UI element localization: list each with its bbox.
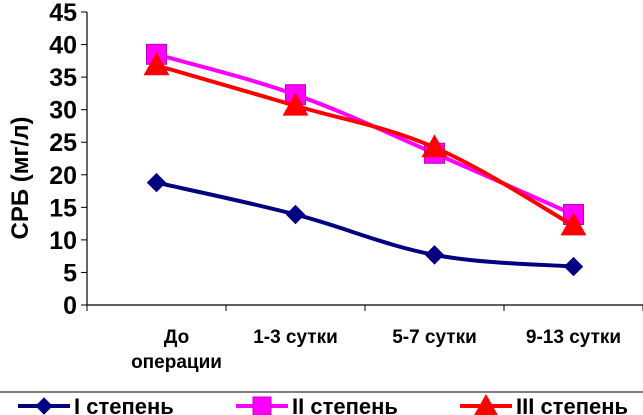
y-tick-label: 25 bbox=[49, 129, 77, 157]
y-tick-label: 40 bbox=[49, 32, 77, 60]
data-point-marker bbox=[560, 212, 587, 236]
data-point-marker bbox=[285, 204, 306, 225]
series-line bbox=[156, 180, 574, 269]
y-tick-label: 20 bbox=[49, 162, 77, 190]
y-tick-label: 10 bbox=[49, 227, 77, 255]
series-1 bbox=[146, 172, 584, 277]
data-point-marker bbox=[282, 92, 309, 116]
series-line bbox=[155, 63, 575, 228]
data-point-marker bbox=[143, 52, 170, 76]
legend: I степень II степень III степень bbox=[18, 393, 628, 415]
y-tick-label: 35 bbox=[49, 64, 77, 92]
legend-item: III степень bbox=[460, 393, 628, 415]
legend-label: III степень bbox=[516, 394, 628, 415]
series-3 bbox=[143, 52, 587, 236]
data-point-marker bbox=[563, 256, 584, 277]
series-line bbox=[155, 52, 575, 217]
series-2 bbox=[146, 43, 584, 225]
legend-label: I степень bbox=[74, 394, 174, 415]
data-point-marker bbox=[421, 134, 448, 158]
x-tick-label: 9-13 сутки bbox=[526, 327, 621, 348]
data-point-marker bbox=[424, 245, 445, 265]
y-tick-label: 30 bbox=[49, 97, 77, 125]
x-axis: До операции 1-3 сутки 5-7 сутки 9-13 сутки bbox=[86, 304, 643, 373]
legend-item: I степень bbox=[18, 394, 174, 415]
y-axis-label: СРБ (мг/л) bbox=[7, 117, 34, 240]
y-tick-label: 45 bbox=[49, 0, 77, 27]
data-point-marker bbox=[146, 172, 167, 193]
x-tick-label: 5-7 сутки bbox=[392, 327, 477, 348]
y-tick-label: 15 bbox=[49, 194, 77, 222]
legend-marker bbox=[252, 396, 272, 415]
legend-marker bbox=[35, 397, 53, 415]
y-tick-label: 5 bbox=[63, 259, 77, 287]
legend-item: II степень bbox=[236, 394, 398, 415]
plot-series bbox=[143, 43, 587, 277]
x-tick-label: 1-3 сутки bbox=[253, 327, 338, 348]
legend-label: II степень bbox=[292, 394, 398, 415]
x-tick-label: До операции bbox=[131, 327, 222, 373]
y-tick-label: 0 bbox=[63, 292, 77, 320]
y-axis: 0 5 10 15 20 25 30 35 40 45 bbox=[49, 0, 88, 320]
